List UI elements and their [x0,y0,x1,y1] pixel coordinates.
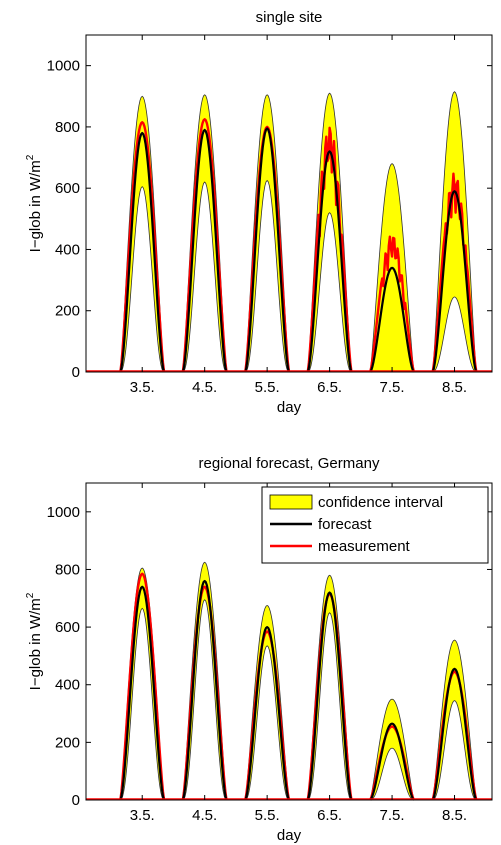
forecast-line-65 [306,150,353,373]
x-tick-label: 5.5. [255,379,280,396]
y-axis-label-text: I−glob in W/m [27,598,44,690]
y-tick-label: 200 [55,303,80,320]
legend-label: confidence interval [318,494,443,511]
confidence-upper-85 [432,639,477,801]
y-tick-label: 1000 [47,504,80,521]
measurement-line-45 [181,118,228,373]
legend-swatch-confidence [269,494,313,510]
x-tick-label: 6.5. [317,807,342,824]
chart-title: single site [256,9,323,26]
confidence-lower-75 [370,747,414,801]
y-axis-label: I−glob in W/m2 [25,154,44,252]
confidence-lower-45 [182,181,227,373]
y-tick-label: 0 [72,792,80,809]
confidence-lower-65 [307,212,352,373]
x-tick-label: 3.5. [130,379,155,396]
measurement-line-35 [119,572,166,801]
forecast-line-55 [244,625,291,801]
forecast-line-75 [369,266,415,373]
confidence-upper-75 [369,163,415,373]
confidence-lower-65 [307,612,352,801]
measurement-line-55 [244,125,291,373]
forecast-line-45 [181,128,228,373]
measurement-line-85 [431,172,478,373]
forecast-line-85 [431,190,478,373]
confidence-band-85 [432,91,477,372]
confidence-lower-85 [432,700,477,801]
measurement-line-65 [306,126,353,373]
confidence-lower-35 [120,607,165,801]
y-axis-label-superscript: 2 [25,592,36,598]
forecast-line-75 [369,722,415,801]
confidence-upper-55 [244,604,290,801]
forecast-line-45 [181,579,228,801]
confidence-lower-35 [120,186,165,373]
confidence-upper-75 [369,698,415,801]
x-tick-label: 4.5. [192,807,217,824]
y-tick-label: 200 [55,734,80,751]
x-tick-label: 5.5. [255,807,280,824]
regional-forecast-panel: 0 200 400 600 800 1000 3.5. 4.5. 5.5. 6.5. 7.5. 8.5… [25,455,493,844]
forecast-line-55 [244,127,291,373]
axes-frame [85,482,493,801]
y-tick-label: 800 [55,119,80,136]
single-site-panel: 0 200 400 600 800 1000 3.5. 4.5. 5.5. 6.5. 7.5. 8.5… [25,9,493,416]
y-tick-label: 600 [55,619,80,636]
confidence-upper-55 [244,94,290,373]
x-axis-label: day [277,827,302,844]
y-axis-label: I−glob in W/m2 [25,592,44,690]
confidence-upper-65 [307,92,352,373]
y-tick-label: 1000 [47,58,80,75]
measurement-line-75 [369,235,416,373]
confidence-lower-55 [245,179,290,373]
confidence-lower-45 [182,599,227,801]
forecast-line-85 [431,667,478,801]
y-tick-label: 400 [55,677,80,694]
confidence-upper-45 [182,561,227,801]
legend-label: measurement [318,538,411,555]
x-tick-label: 7.5. [380,807,405,824]
x-tick-label: 7.5. [380,379,405,396]
x-tick-label: 8.5. [442,807,467,824]
x-tick-label: 4.5. [192,379,217,396]
measurement-line-35 [119,121,166,373]
chart-title: regional forecast, Germany [199,455,380,472]
x-tick-label: 6.5. [317,379,342,396]
x-tick-label: 8.5. [442,379,467,396]
confidence-lower-55 [245,645,290,801]
x-tick-label: 3.5. [130,807,155,824]
y-axis-label-text: I−glob in W/m [27,160,44,252]
confidence-lower-85 [432,296,477,373]
confidence-upper-85 [432,91,477,373]
axes-frame [85,34,493,373]
forecast-line-35 [119,131,166,373]
y-tick-label: 0 [72,364,80,381]
legend-label: forecast [318,516,372,533]
y-tick-label: 400 [55,241,80,258]
forecast-line-65 [306,591,353,801]
y-axis-label-superscript: 2 [25,154,36,160]
y-tick-label: 800 [55,561,80,578]
x-axis-label: day [277,399,302,416]
y-tick-label: 600 [55,180,80,197]
forecast-line-35 [119,585,166,801]
